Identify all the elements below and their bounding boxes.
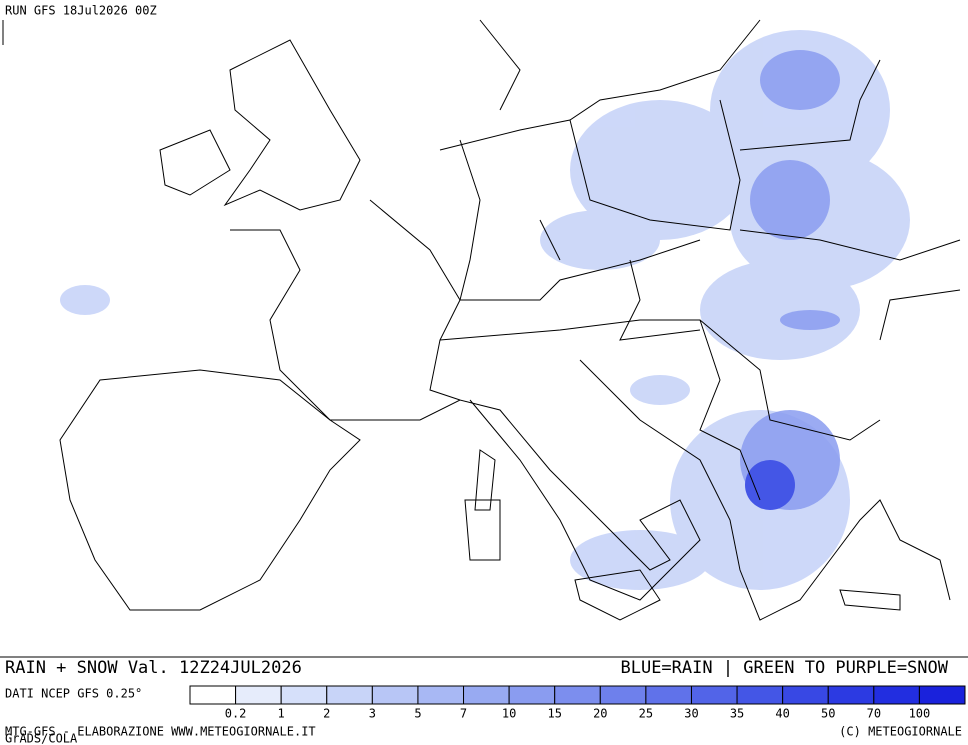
legend-tick-label: 40 <box>775 707 789 721</box>
color-box <box>235 685 282 705</box>
color-box <box>827 685 875 705</box>
color-box <box>873 685 920 705</box>
legend-tick-label: 7 <box>460 707 467 721</box>
color-box <box>645 685 692 705</box>
credit: MTG-GFS - ELABORAZIONE WWW.METEOGIORNALE… <box>5 725 316 739</box>
color-box <box>599 685 647 705</box>
legend-tick-label: 1 <box>278 707 285 721</box>
copyright: (C) METEOGIORNALE <box>839 725 962 739</box>
legend-tick-label: 15 <box>547 707 561 721</box>
color-box <box>326 685 373 705</box>
color-box <box>463 685 510 705</box>
legend-tick-label: 100 <box>909 707 931 721</box>
legend-tick-label: 35 <box>730 707 744 721</box>
run-label: RUN GFS 18Jul2026 00Z <box>5 4 157 18</box>
header-bg <box>0 0 245 20</box>
color-box <box>417 685 465 705</box>
legend-tick-label: 10 <box>502 707 516 721</box>
color-box <box>280 685 328 705</box>
color-box <box>690 685 738 705</box>
color-box <box>782 685 829 705</box>
legend-tick-label: 5 <box>414 707 421 721</box>
coastlines <box>59 19 951 621</box>
map-key: BLUE=RAIN | GREEN TO PURPLE=SNOW <box>620 658 948 678</box>
color-box <box>736 685 784 705</box>
legend-tick-label: 2 <box>323 707 330 721</box>
legend-tick-label: 20 <box>593 707 607 721</box>
color-box <box>918 685 966 705</box>
grads-label: GrADS/COLA <box>5 732 78 745</box>
legend-tick-label: 25 <box>639 707 653 721</box>
color-box <box>189 685 237 705</box>
legend-tick-label: 0.2 <box>225 707 247 721</box>
legend-tick-label: 50 <box>821 707 835 721</box>
color-box <box>508 685 556 705</box>
legend-tick-label: 3 <box>369 707 376 721</box>
colorbar: 0.2 1 2 3 5 7 10 15 20 25 30 35 40 50 70 100 <box>189 685 966 721</box>
map-title: RAIN + SNOW Val. 12Z24JUL2026 <box>5 658 302 678</box>
borders <box>369 59 961 501</box>
color-box <box>554 685 601 705</box>
data-source: DATI NCEP GFS 0.25° <box>5 687 142 701</box>
color-box <box>371 685 419 705</box>
precip-peak <box>745 460 795 510</box>
legend-tick-label: 30 <box>684 707 698 721</box>
legend-tick-label: 70 <box>867 707 881 721</box>
